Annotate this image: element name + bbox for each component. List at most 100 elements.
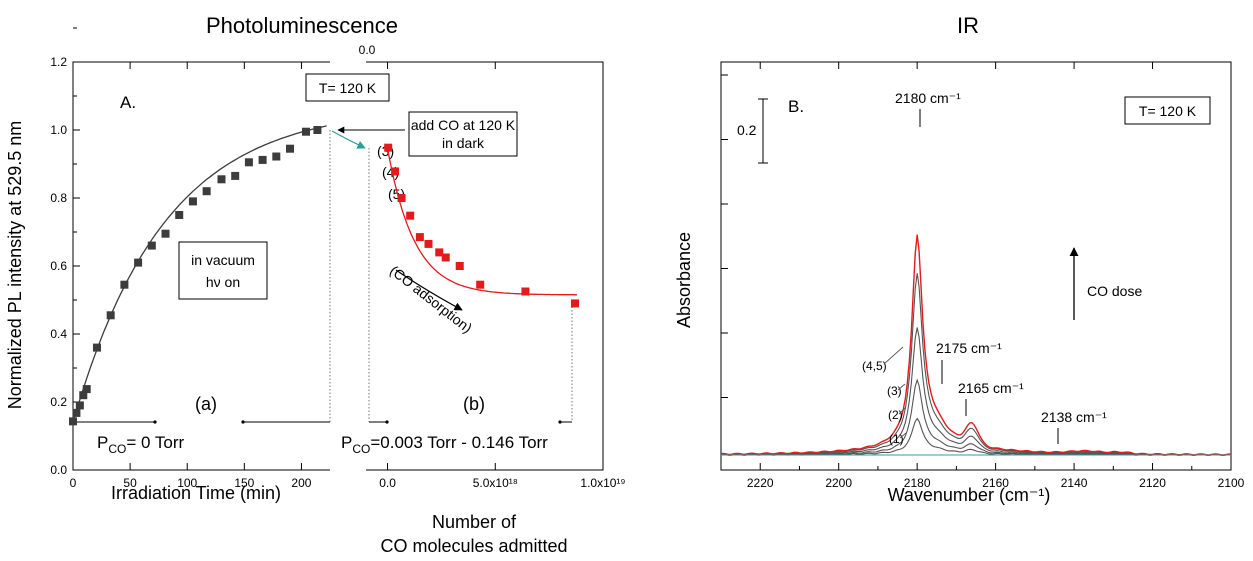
adsorption-point <box>406 211 415 220</box>
pl-data-marks <box>69 125 579 426</box>
pl-x-tick-label: 100 <box>177 476 197 490</box>
pl-x-axis-label-time: Irradiation Time (min) <box>111 483 281 503</box>
irradiation-point <box>120 280 129 289</box>
top-axis-break <box>330 56 366 68</box>
curve-label-leaders <box>883 346 907 439</box>
region-a-label: (a) <box>195 394 217 414</box>
pl-x-axis-label-molecules-line2: CO molecules admitted <box>380 536 567 556</box>
irradiation-point <box>244 158 253 167</box>
curve-label-1: (1) <box>889 432 904 446</box>
pl-x-tick-label: 200 <box>291 476 311 490</box>
pl-y-tick-label: 0.0 <box>50 463 67 477</box>
pl-x-tick-label: 0 <box>70 476 77 490</box>
ir-panel: 2220 2200 2180 2160 2140 2120 2100 Absorbance … <box>674 61 1245 505</box>
vacuum-line2: hν on <box>206 274 240 290</box>
irradiation-point <box>69 417 77 426</box>
curve-label-3: (3) <box>887 384 902 398</box>
range-b-right-end <box>558 420 562 424</box>
co-dose-label: CO dose <box>1087 283 1142 299</box>
pl-panel-label: A. <box>120 93 136 112</box>
pressure-label-a: PCO= 0 Torr <box>97 433 184 456</box>
adsorption-point <box>391 167 400 176</box>
ir-x-tick-label: 2100 <box>1218 476 1245 490</box>
add-co-line2: in dark <box>442 135 485 151</box>
pl-y-tick-label: 1.2 <box>50 55 67 69</box>
pl-x2-tick-label: 0.0 <box>379 476 396 490</box>
pl-x-axis-label-molecules-line1: Number of <box>432 512 517 532</box>
irradiation-point <box>286 144 295 153</box>
ir-x-ticks: 2220 2200 2180 2160 2140 2120 2100 <box>720 62 1245 490</box>
vacuum-box <box>178 241 268 300</box>
ir-x-tick-label: 2180 <box>904 476 931 490</box>
transition-arrow <box>331 130 366 149</box>
irradiation-point <box>272 152 281 161</box>
pl-temperature-label: T= 120 K <box>319 80 377 96</box>
ir-temperature-label: T= 120 K <box>1139 103 1197 119</box>
ir-y-axis-label: Absorbance <box>674 232 694 328</box>
range-b-left-end <box>385 420 389 424</box>
irradiation-point <box>217 175 226 184</box>
adsorption-point <box>415 233 424 242</box>
pl-x2-tick-label: 1.0x10¹⁹ <box>580 476 625 490</box>
adsorption-point <box>384 143 393 152</box>
top-axis-tick: 0.0 <box>359 43 376 57</box>
irradiation-point <box>79 391 88 400</box>
pl-y-tick-label: 0.8 <box>50 191 67 205</box>
pl-y-tick-label: 0.2 <box>50 395 67 409</box>
irradiation-point <box>161 229 170 238</box>
region-b-label: (b) <box>463 394 485 414</box>
bottom-axis-break <box>330 464 366 476</box>
pl-y-tick-label: 0.4 <box>50 327 67 341</box>
adsorption-point <box>476 280 485 289</box>
pl-plot-frame <box>72 61 604 471</box>
ir-x-tick-label: 2160 <box>982 476 1009 490</box>
ir-x-tick-label: 2200 <box>825 476 852 490</box>
ir-y-ticks <box>721 74 728 398</box>
adsorption-point <box>424 239 433 248</box>
adsorption-point <box>570 299 579 308</box>
pl-y-tick-label: 0.6 <box>50 259 67 273</box>
pl-x-ticks-time: 0 50 100 150 200 <box>70 62 312 490</box>
pl-x-ticks-molecules: 0.0 5.0x10¹⁸ 1.0x10¹⁹ <box>379 62 626 490</box>
pl-y-tick-label: 1.0 <box>50 123 67 137</box>
ir-spectrum-line <box>720 417 1231 456</box>
adsorption-point <box>397 194 406 202</box>
ir-x-tick-label: 2220 <box>747 476 774 490</box>
irradiation-point <box>202 187 211 196</box>
adsorption-point <box>521 287 530 296</box>
ir-panel-label: B. <box>788 97 804 116</box>
irradiation-point <box>302 127 311 136</box>
scale-bar-label: 0.2 <box>737 122 757 138</box>
pressure-label-b: PCO=0.003 Torr - 0.146 Torr <box>341 433 548 456</box>
ir-spectrum-line <box>720 234 1231 456</box>
irradiation-fit-curve <box>72 125 327 423</box>
irradiation-point <box>134 258 143 267</box>
left-title: Photoluminescence <box>206 13 398 38</box>
pl-x2-tick-label: 5.0x10¹⁸ <box>473 476 518 490</box>
pl-x-tick-label: 50 <box>123 476 137 490</box>
peak-label-2180: 2180 cm⁻¹ <box>895 90 961 106</box>
irradiation-point <box>313 126 322 134</box>
peak-label-2165: 2165 cm⁻¹ <box>958 380 1024 396</box>
curve-label-4-5: (4,5) <box>862 359 887 373</box>
ir-x-tick-label: 2120 <box>1139 476 1166 490</box>
ir-temperature-box <box>1124 96 1211 125</box>
right-title: IR <box>957 13 979 38</box>
pl-panel: 0.0 0.0 0.2 0.4 0.6 0.8 1.0 1.2 0 50 100 150 200 0… <box>5 27 626 556</box>
irradiation-point <box>231 171 240 180</box>
irradiation-point <box>106 311 115 320</box>
vacuum-line1: in vacuum <box>191 252 255 268</box>
ir-plot-frame <box>720 61 1232 471</box>
adsorption-point <box>435 248 444 257</box>
irradiation-point <box>188 197 197 206</box>
range-a-left-end <box>153 420 157 424</box>
adsorption-point <box>441 253 450 262</box>
irradiation-point <box>92 343 101 352</box>
peak-label-2175: 2175 cm⁻¹ <box>936 340 1002 356</box>
co-adsorption-arrow <box>395 269 463 311</box>
irradiation-point <box>75 401 84 410</box>
irradiation-point <box>72 408 81 417</box>
ir-x-axis-label: Wavenumber (cm⁻¹) <box>888 485 1051 505</box>
ir-x-tick-label: 2140 <box>1061 476 1088 490</box>
